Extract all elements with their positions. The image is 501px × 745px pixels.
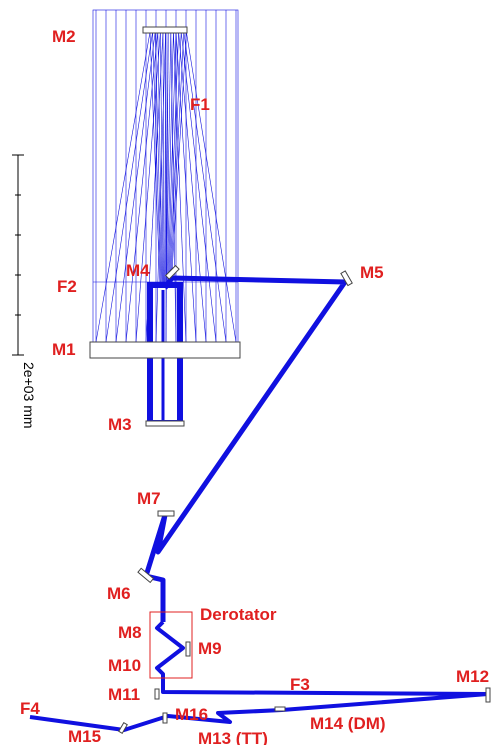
label: M6 (107, 584, 131, 603)
ray (115, 31, 156, 343)
ray (180, 31, 217, 343)
ray (166, 31, 172, 286)
mirror-m14 (274, 706, 286, 712)
label: F1 (190, 95, 210, 114)
label: M2 (52, 27, 76, 46)
mirror-m15 (118, 721, 128, 735)
label: M13 (TT) (198, 729, 268, 745)
ray (157, 31, 163, 286)
ray (135, 31, 161, 343)
mirror-m16 (162, 712, 168, 724)
ray (175, 31, 197, 343)
label: M9 (198, 639, 222, 658)
label: M16 (175, 705, 208, 724)
ray (166, 31, 174, 286)
label: M3 (108, 415, 132, 434)
mirror-m5 (340, 270, 353, 287)
mirror-m9 (185, 641, 191, 657)
label: M5 (360, 263, 384, 282)
label: M4 (126, 261, 150, 280)
ray (170, 31, 187, 286)
ray (162, 31, 165, 286)
label: M8 (118, 623, 142, 642)
ray (164, 31, 166, 286)
mirror-m12 (485, 687, 491, 703)
mirror-m6 (137, 567, 155, 584)
ray (170, 31, 185, 286)
label: M10 (108, 656, 141, 675)
mirror-m11 (154, 688, 160, 700)
mirror-m4 (164, 264, 180, 280)
ray (183, 31, 227, 343)
label: F2 (57, 277, 77, 296)
label: M11 (108, 685, 140, 704)
relay-beam (143, 275, 348, 622)
mirror-m2 (142, 26, 188, 34)
ray (95, 31, 151, 343)
ray (173, 31, 187, 343)
ray (167, 31, 177, 286)
label: Derotator (200, 605, 277, 624)
ray (165, 31, 169, 286)
mirror-m3 (145, 420, 185, 427)
scale-bar (12, 154, 24, 356)
label: M1 (52, 340, 76, 359)
mirror-m1 (89, 341, 241, 359)
derotator-box (149, 611, 193, 679)
ray-fan (93, 10, 238, 343)
scale-label: 2e+03 mm (21, 362, 37, 429)
mirror-m7 (157, 510, 175, 517)
ray (169, 31, 182, 286)
ray (186, 31, 237, 343)
ray (170, 31, 177, 343)
ray (168, 31, 179, 286)
label: M12 (456, 667, 489, 686)
label: M7 (137, 489, 161, 508)
label: F4 (20, 699, 40, 718)
ray (125, 31, 159, 343)
ray (152, 31, 162, 286)
output-beam (29, 620, 490, 732)
label: M14 (DM) (310, 714, 386, 733)
ray (155, 31, 166, 343)
label: F3 (290, 675, 310, 694)
label: M15 (68, 727, 101, 745)
ray (105, 31, 153, 343)
ray (149, 31, 161, 286)
